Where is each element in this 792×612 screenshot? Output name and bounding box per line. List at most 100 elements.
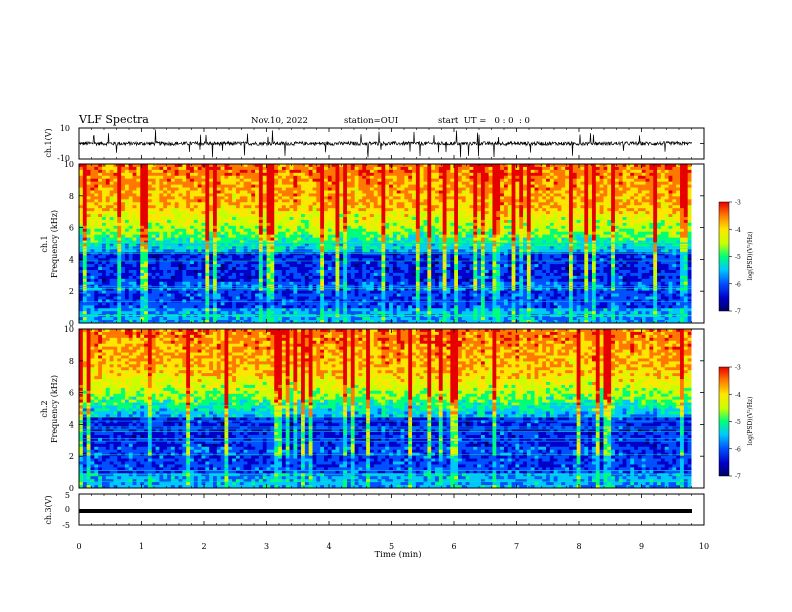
spectrogram-cell bbox=[86, 208, 91, 212]
spectrogram-cell bbox=[346, 196, 352, 200]
spectrogram-cell bbox=[308, 178, 313, 183]
spectrogram-cell bbox=[657, 228, 662, 233]
spectrogram-cell bbox=[622, 175, 627, 180]
spectrogram-cell bbox=[212, 169, 218, 174]
spectrogram-cell bbox=[603, 217, 608, 221]
spectrogram-cell bbox=[190, 234, 195, 239]
spectrogram-cell bbox=[664, 181, 669, 186]
spectrogram-cell bbox=[591, 237, 597, 241]
spectrogram-cell bbox=[94, 196, 99, 200]
spectrogram-cell bbox=[331, 237, 336, 241]
spectrogram-cell bbox=[209, 249, 214, 253]
spectrogram-cell bbox=[155, 166, 160, 171]
spectrogram-cell bbox=[442, 172, 447, 177]
spectrogram-cell bbox=[167, 190, 172, 194]
spectrogram-cell bbox=[316, 181, 321, 186]
spectrogram-cell bbox=[396, 234, 401, 239]
spectrogram-cell bbox=[614, 190, 620, 194]
spectrogram-cell bbox=[155, 234, 160, 239]
spectrogram-cell bbox=[266, 231, 271, 236]
spectrogram-cell bbox=[289, 169, 294, 174]
spectrogram-cell bbox=[454, 184, 459, 188]
spectrogram-cell bbox=[645, 202, 650, 206]
spectrogram-cell bbox=[400, 222, 405, 227]
spectrogram-cell bbox=[419, 205, 424, 209]
spectrogram-cell bbox=[362, 175, 367, 180]
spectrogram-cell bbox=[251, 234, 256, 239]
spectrogram-cell bbox=[415, 166, 421, 171]
spectrogram-cell bbox=[324, 178, 329, 183]
spectrogram-cell bbox=[503, 219, 509, 224]
spectrogram-cell bbox=[155, 199, 160, 203]
spectrogram-cell bbox=[591, 249, 597, 253]
spectrogram-cell bbox=[105, 228, 111, 233]
spectrogram-cell bbox=[561, 199, 566, 203]
spectrogram-cell bbox=[511, 234, 516, 239]
spectrogram-cell bbox=[546, 231, 551, 236]
spectrogram-cell bbox=[484, 172, 490, 177]
spectrogram-cell bbox=[101, 181, 107, 186]
spectrogram-cell bbox=[553, 225, 558, 230]
spectrogram-cell bbox=[147, 164, 153, 168]
spectrogram-cell bbox=[190, 181, 195, 186]
spectrogram-cell bbox=[159, 228, 164, 233]
spectrogram-cell bbox=[136, 255, 141, 259]
spectrogram-cell bbox=[419, 208, 424, 212]
spectrogram-cell bbox=[450, 199, 455, 203]
spectrogram-cell bbox=[614, 166, 620, 171]
spectrogram-cell bbox=[576, 202, 581, 206]
spectrogram-cell bbox=[182, 231, 187, 236]
spectrogram-cell bbox=[431, 249, 436, 253]
spectrogram-cell bbox=[484, 205, 490, 209]
spectrogram-cell bbox=[128, 205, 133, 209]
spectrogram-cell bbox=[634, 175, 639, 180]
spectrogram-cell bbox=[599, 214, 604, 218]
spectrogram-cell bbox=[247, 181, 252, 186]
spectrogram-cell bbox=[637, 214, 643, 218]
spectrogram-cell bbox=[170, 217, 176, 221]
spectrogram-cell bbox=[653, 178, 658, 183]
spectrogram-cell bbox=[205, 211, 210, 215]
spectrogram-cell bbox=[515, 169, 520, 174]
spectrogram-cell bbox=[584, 196, 589, 200]
spectrogram-cell bbox=[400, 164, 405, 168]
spectrogram-cell bbox=[320, 190, 325, 194]
spectrogram-cell bbox=[381, 219, 386, 224]
spectrogram-cell bbox=[339, 202, 344, 206]
spectrogram-cell bbox=[683, 166, 689, 171]
spectrogram-cell bbox=[216, 205, 222, 209]
spectrogram-cell bbox=[496, 243, 501, 247]
spectrogram-cell bbox=[645, 175, 650, 180]
spectrogram-cell bbox=[580, 187, 585, 191]
spectrogram-cell bbox=[526, 172, 532, 177]
spectrogram-cell bbox=[335, 175, 340, 180]
spectrogram-cell bbox=[687, 231, 692, 236]
spectrogram-cell bbox=[98, 228, 103, 233]
spectrogram-cell bbox=[281, 222, 287, 227]
spectrogram-cell bbox=[197, 222, 202, 227]
spectrogram-cell bbox=[362, 166, 367, 171]
spectrogram-cell bbox=[572, 205, 578, 209]
spectrogram-cell bbox=[557, 208, 562, 212]
spectrogram-cell bbox=[82, 202, 88, 206]
spectrogram-cell bbox=[151, 225, 156, 230]
spectrogram-cell bbox=[216, 225, 222, 230]
spectrogram-cell bbox=[683, 228, 689, 233]
spectrogram-cell bbox=[549, 196, 555, 200]
spectrogram-cell bbox=[557, 211, 562, 215]
spectrogram-cell bbox=[201, 231, 206, 236]
spectrogram-cell bbox=[484, 196, 490, 200]
spectrogram-cell bbox=[343, 202, 348, 206]
spectrogram-cell bbox=[572, 211, 578, 215]
spectrogram-cell bbox=[507, 217, 512, 221]
spectrogram-cell bbox=[565, 178, 570, 183]
spectrogram-cell bbox=[190, 190, 195, 194]
spectrogram-cell bbox=[626, 234, 631, 239]
spectrogram-cell bbox=[339, 190, 344, 194]
spectrogram-cell bbox=[477, 178, 482, 183]
spectrogram-cell bbox=[312, 214, 317, 218]
spectrogram-cell bbox=[343, 199, 348, 203]
spectrogram-cell bbox=[607, 231, 612, 236]
spectrogram-cell bbox=[630, 211, 635, 215]
spectrogram-cell bbox=[255, 169, 260, 174]
